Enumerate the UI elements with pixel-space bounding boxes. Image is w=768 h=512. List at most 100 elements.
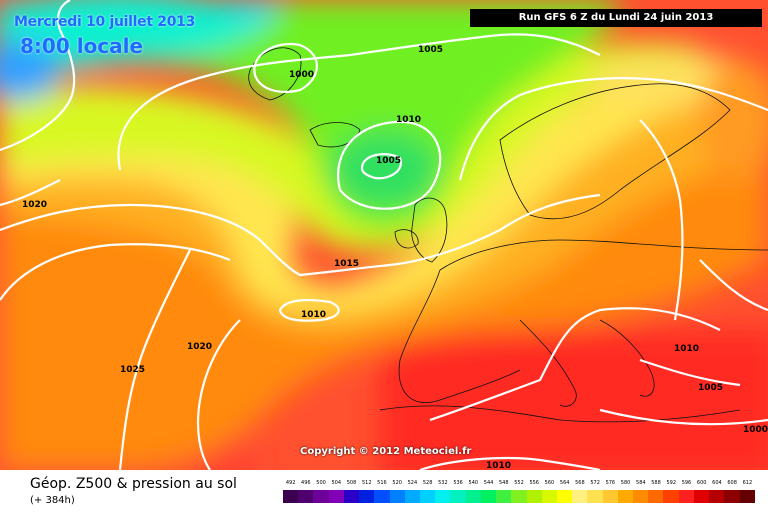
- isobar-1020-west: [0, 179, 61, 207]
- scale-label: 516: [377, 480, 387, 486]
- scale-label: 540: [468, 480, 479, 486]
- scale-label: 504: [331, 480, 342, 486]
- scale-swatch: [283, 490, 299, 503]
- scale-label: 572: [590, 480, 600, 486]
- model-run-label: Run GFS 6 Z du Lundi 24 juin 2013: [470, 9, 762, 27]
- isobar-1000-greenland: [253, 42, 318, 93]
- isobar-label: 1005: [698, 383, 723, 393]
- scale-swatch: [343, 490, 360, 503]
- scale-label: 584: [636, 480, 646, 486]
- isobar-1015-west: [0, 0, 76, 152]
- isobar-label: 1000: [289, 70, 314, 80]
- scale-label: 524: [407, 480, 418, 486]
- scale-swatch: [404, 490, 420, 503]
- scale-label: 576: [605, 480, 616, 486]
- scale-swatch: [587, 490, 603, 503]
- scale-label: 528: [422, 480, 433, 486]
- scale-swatch: [541, 490, 557, 503]
- scale-label: 560: [544, 480, 555, 486]
- scale-swatch: [678, 490, 694, 503]
- scale-label: 580: [620, 480, 631, 486]
- isobar-label: 1010: [486, 461, 511, 470]
- scale-label: 592: [666, 480, 677, 486]
- isobar-1020-south: [196, 319, 241, 470]
- scale-swatch: [526, 490, 542, 503]
- forecast-time: 8:00 locale: [20, 34, 144, 58]
- scale-swatch: [298, 490, 314, 503]
- forecast-map: 1000 1005 1010 1005 1020 1015 1010 1020 …: [0, 0, 768, 470]
- scale-label: 612: [742, 480, 753, 486]
- copyright-notice: Copyright © 2012 Meteociel.fr: [300, 446, 472, 457]
- scale-label: 520: [392, 480, 402, 486]
- color-scale-labels: 492 496 500 504 508 512 516 520 524 528 532 536 540 5…: [283, 480, 755, 490]
- scale-label: 596: [681, 480, 692, 486]
- scale-label: 568: [575, 480, 585, 486]
- scale-swatch: [359, 490, 375, 503]
- isobar-1020-mid: [0, 243, 231, 301]
- isobar-1010-azores: [278, 299, 340, 322]
- scale-label: 548: [498, 480, 509, 486]
- scale-swatch: [374, 490, 390, 503]
- isobar-label: 1010: [301, 310, 326, 320]
- isobar-1025: [118, 249, 191, 470]
- scale-label: 608: [727, 480, 737, 486]
- legend-panel: Géop. Z500 & pression au sol (+ 384h) 49…: [0, 470, 768, 512]
- isobar-label: 1020: [22, 200, 47, 210]
- color-scale-bar: [283, 490, 755, 503]
- scale-label: 500: [316, 480, 326, 486]
- isobar-1005-north: [117, 33, 601, 171]
- isobar-label: 1005: [418, 45, 443, 55]
- scale-swatch: [389, 490, 405, 503]
- isobar-1010-south: [419, 456, 601, 470]
- scale-swatch: [633, 490, 649, 503]
- scale-label: 600: [696, 480, 707, 486]
- isobar-label: 1010: [396, 115, 421, 125]
- scale-swatch: [693, 490, 710, 503]
- scale-swatch: [419, 490, 436, 503]
- scale-label: 512: [361, 480, 372, 486]
- isobar-1000-east: [599, 408, 768, 426]
- isobar-label: 1000: [743, 425, 768, 435]
- isobar-labels: 1000 1005 1010 1005 1020 1015 1010 1020 …: [22, 45, 768, 470]
- scale-swatch: [572, 490, 588, 503]
- isobar-north-europe: [458, 77, 768, 181]
- scale-swatch: [648, 490, 664, 503]
- isobar-med: [429, 307, 721, 422]
- scale-label: 536: [453, 480, 463, 486]
- isobar-1015-main: [0, 193, 601, 277]
- scale-swatch: [496, 490, 512, 503]
- isobar-label: 1015: [334, 259, 359, 269]
- isobar-label: 1005: [376, 156, 401, 166]
- scale-label: 544: [483, 480, 494, 486]
- scale-swatch: [435, 490, 451, 503]
- isobar-label: 1025: [120, 365, 145, 375]
- isobar-east-2: [699, 259, 768, 312]
- scale-swatch: [480, 490, 497, 503]
- isobar-1010-low: [337, 120, 442, 210]
- scale-swatch: [313, 490, 329, 503]
- scale-label: 552: [514, 480, 524, 486]
- scale-swatch: [556, 490, 573, 503]
- scale-swatch: [465, 490, 481, 503]
- scale-label: 532: [438, 480, 448, 486]
- scale-swatch: [602, 490, 618, 503]
- scale-label: 604: [712, 480, 722, 486]
- map-area: 1000 1005 1010 1005 1020 1015 1010 1020 …: [0, 0, 768, 470]
- geopotential-field: [0, 0, 768, 470]
- scale-swatch: [663, 490, 679, 503]
- isobar-label: 1010: [674, 344, 699, 354]
- scale-label: 564: [559, 480, 570, 486]
- forecast-date: Mercredi 10 juillet 2013: [14, 14, 196, 30]
- coastlines: [248, 47, 768, 423]
- scale-swatch: [511, 490, 527, 503]
- isobar-1005-east: [639, 358, 741, 387]
- scale-label: 508: [346, 480, 357, 486]
- scale-swatch: [724, 490, 740, 503]
- scale-label: 588: [651, 480, 661, 486]
- chart-title: Géop. Z500 & pression au sol: [30, 476, 237, 492]
- scale-swatch: [739, 490, 755, 503]
- scale-swatch: [450, 490, 466, 503]
- scale-label: 556: [529, 480, 539, 486]
- isobar-1005-low: [360, 153, 403, 180]
